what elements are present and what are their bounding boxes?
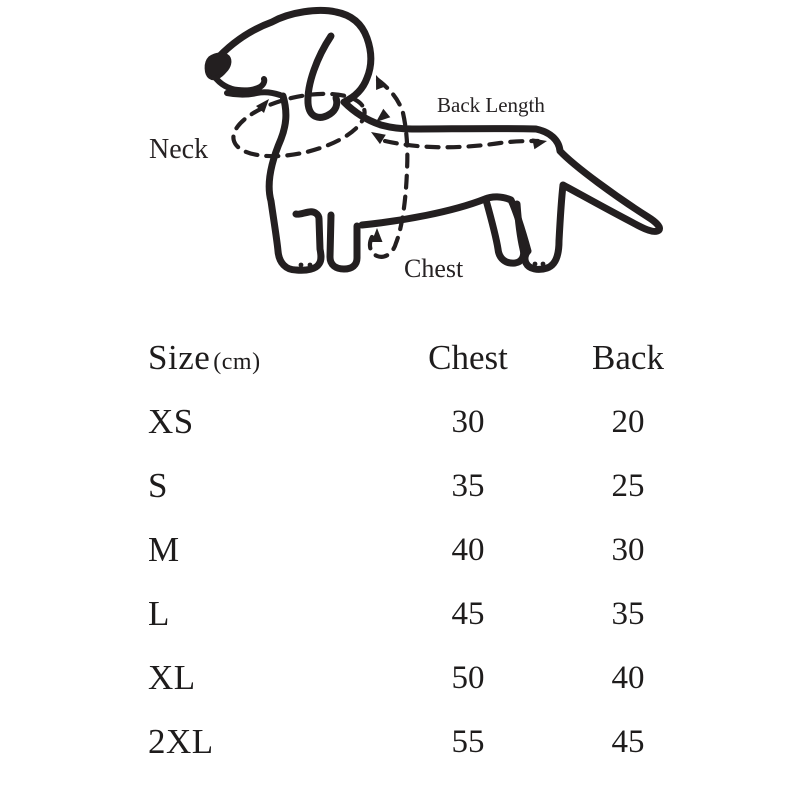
size-cell: M [148, 530, 180, 569]
table-row: M 40 30 [148, 518, 800, 582]
neck-arrow-icon [256, 99, 269, 113]
dog-toes [298, 261, 546, 268]
chest-cell: 40 [451, 531, 485, 568]
back-cell: 40 [611, 659, 645, 696]
size-header-cell: Size (cm) [148, 338, 388, 378]
neck-measure-loop [231, 91, 367, 159]
neck-chest-measure-line [367, 77, 410, 259]
chest-cell: 55 [451, 723, 485, 760]
back-cell: 35 [611, 595, 645, 632]
back-cell: 25 [611, 467, 645, 504]
size-cell: S [148, 466, 168, 505]
back-cell: 20 [611, 403, 645, 440]
dog-outline [210, 6, 663, 273]
back-cell: 45 [611, 723, 645, 760]
withers-arrow-icon [376, 108, 391, 122]
size-cell: 2XL [148, 722, 214, 761]
table-row: XL 50 40 [148, 646, 800, 710]
back-header: Back [592, 338, 664, 377]
back-cell: 30 [611, 531, 645, 568]
chest-header: Chest [428, 338, 508, 377]
back-length-left-arrow-icon [371, 132, 386, 145]
table-row: S 35 25 [148, 454, 800, 518]
dog-ear [304, 32, 341, 121]
chest-cell: 45 [451, 595, 485, 632]
table-header-row: Size (cm) Chest Back [148, 326, 800, 390]
unit-label: (cm) [213, 349, 261, 375]
size-cell: L [148, 594, 170, 633]
chest-cell: 35 [451, 467, 485, 504]
dog-diagram-svg: Neck Back Length Chest [149, 6, 663, 283]
size-table: Size (cm) Chest Back XS 30 20 S 35 25 M … [148, 326, 800, 774]
chest-arrow-icon [371, 228, 383, 242]
dog-far-front-leg [326, 211, 361, 273]
back-length-label: Back Length [437, 93, 545, 117]
back-length-measure-line [382, 138, 541, 150]
size-cell: XS [148, 402, 194, 441]
size-cell: XL [148, 658, 196, 697]
chest-cell: 30 [451, 403, 485, 440]
dog-measurement-diagram: Neck Back Length Chest [0, 0, 800, 312]
table-row: L 45 35 [148, 582, 800, 646]
dog-nose [204, 52, 232, 81]
size-header: Size [148, 338, 211, 377]
dog-front-leg [265, 92, 325, 274]
chest-cell: 50 [451, 659, 485, 696]
chest-label: Chest [404, 254, 464, 283]
neck-label: Neck [149, 134, 208, 165]
table-row: 2XL 55 45 [148, 710, 800, 774]
table-row: XS 30 20 [148, 390, 800, 454]
back-length-right-arrow-icon [532, 138, 547, 150]
dog-jaw [224, 89, 283, 98]
neck-top-arrow-icon [376, 75, 387, 90]
dog-mouth [211, 73, 268, 94]
dog-far-hind-leg [482, 196, 528, 267]
